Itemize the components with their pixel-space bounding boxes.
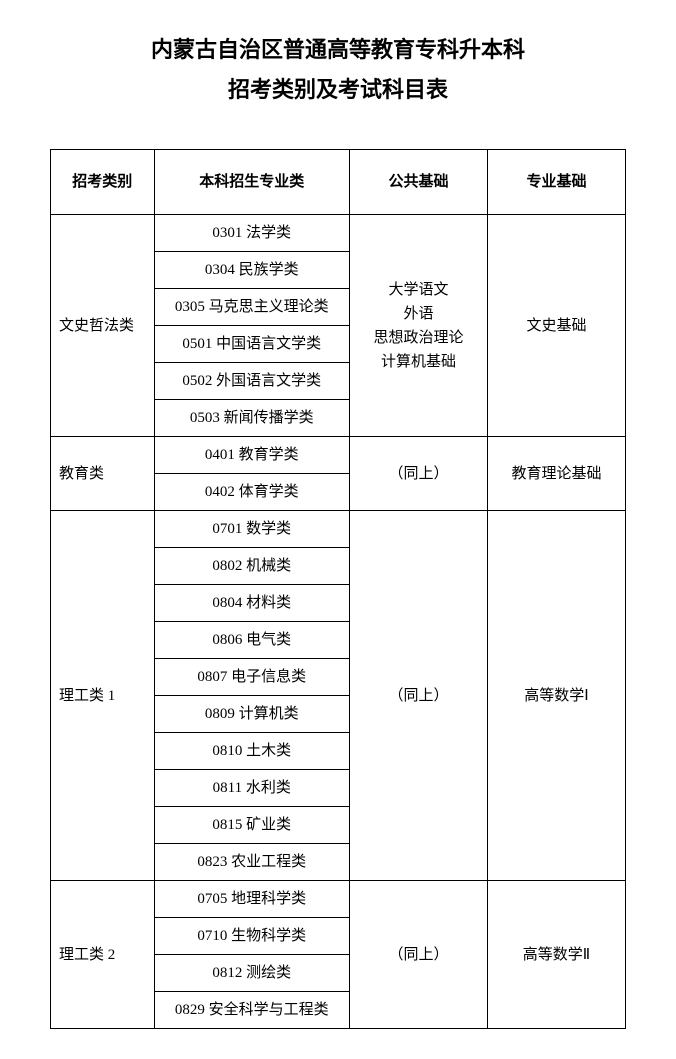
major-cell: 0829 安全科学与工程类: [154, 992, 350, 1029]
subjects-table: 招考类别 本科招生专业类 公共基础 专业基础 文史哲法类0301 法学类大学语文…: [50, 149, 626, 1029]
major-cell: 0401 教育学类: [154, 437, 350, 474]
page-title: 内蒙古自治区普通高等教育专科升本科 招考类别及考试科目表: [50, 30, 626, 109]
category-cell: 教育类: [51, 437, 155, 511]
public-base-line: 计算机基础: [381, 354, 456, 370]
major-cell: 0810 土木类: [154, 733, 350, 770]
major-cell: 0809 计算机类: [154, 696, 350, 733]
pro-base-cell: 文史基础: [488, 215, 626, 437]
pro-base-cell: 教育理论基础: [488, 437, 626, 511]
major-cell: 0503 新闻传播学类: [154, 400, 350, 437]
major-cell: 0812 测绘类: [154, 955, 350, 992]
category-cell: 理工类 2: [51, 881, 155, 1029]
table-body: 文史哲法类0301 法学类大学语文外语思想政治理论计算机基础文史基础0304 民…: [51, 215, 626, 1029]
header-major: 本科招生专业类: [154, 150, 350, 215]
table-header-row: 招考类别 本科招生专业类 公共基础 专业基础: [51, 150, 626, 215]
header-pro-base: 专业基础: [488, 150, 626, 215]
major-cell: 0811 水利类: [154, 770, 350, 807]
category-cell: 文史哲法类: [51, 215, 155, 437]
pro-base-cell: 高等数学Ⅰ: [488, 511, 626, 881]
major-cell: 0807 电子信息类: [154, 659, 350, 696]
major-cell: 0701 数学类: [154, 511, 350, 548]
title-line1: 内蒙古自治区普通高等教育专科升本科: [50, 30, 626, 70]
public-base-line: 大学语文: [388, 282, 448, 298]
table-row: 教育类0401 教育学类（同上）教育理论基础: [51, 437, 626, 474]
major-cell: 0402 体育学类: [154, 474, 350, 511]
title-line2: 招考类别及考试科目表: [50, 70, 626, 110]
public-base-line: （同上）: [388, 466, 448, 482]
public-base-cell: （同上）: [350, 511, 488, 881]
major-cell: 0705 地理科学类: [154, 881, 350, 918]
public-base-line: （同上）: [388, 947, 448, 963]
major-cell: 0710 生物科学类: [154, 918, 350, 955]
major-cell: 0501 中国语言文学类: [154, 326, 350, 363]
major-cell: 0802 机械类: [154, 548, 350, 585]
major-cell: 0301 法学类: [154, 215, 350, 252]
major-cell: 0815 矿业类: [154, 807, 350, 844]
table-row: 理工类 10701 数学类（同上）高等数学Ⅰ: [51, 511, 626, 548]
header-category: 招考类别: [51, 150, 155, 215]
header-public-base: 公共基础: [350, 150, 488, 215]
public-base-cell: 大学语文外语思想政治理论计算机基础: [350, 215, 488, 437]
public-base-cell: （同上）: [350, 881, 488, 1029]
public-base-cell: （同上）: [350, 437, 488, 511]
table-row: 文史哲法类0301 法学类大学语文外语思想政治理论计算机基础文史基础: [51, 215, 626, 252]
major-cell: 0823 农业工程类: [154, 844, 350, 881]
public-base-line: （同上）: [388, 688, 448, 704]
major-cell: 0304 民族学类: [154, 252, 350, 289]
major-cell: 0806 电气类: [154, 622, 350, 659]
major-cell: 0305 马克思主义理论类: [154, 289, 350, 326]
public-base-line: 外语: [403, 306, 433, 322]
major-cell: 0502 外国语言文学类: [154, 363, 350, 400]
public-base-line: 思想政治理论: [373, 330, 463, 346]
major-cell: 0804 材料类: [154, 585, 350, 622]
table-row: 理工类 20705 地理科学类（同上）高等数学Ⅱ: [51, 881, 626, 918]
category-cell: 理工类 1: [51, 511, 155, 881]
pro-base-cell: 高等数学Ⅱ: [488, 881, 626, 1029]
